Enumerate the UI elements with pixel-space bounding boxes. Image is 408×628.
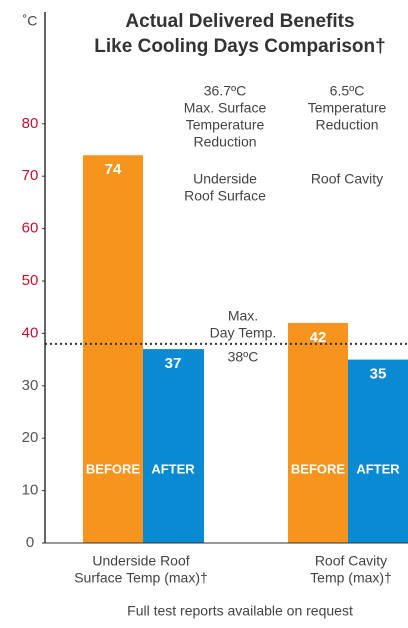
value-label: 42 xyxy=(310,329,327,346)
bar xyxy=(83,155,143,544)
value-label: 74 xyxy=(105,161,122,178)
chart-title: Actual Delivered Benefits xyxy=(125,11,354,32)
chart-title: Like Cooling Days Comparison† xyxy=(94,36,385,57)
reference-label: 38ºC xyxy=(228,349,259,365)
bar xyxy=(143,349,204,543)
x-tick-label: Roof Cavity xyxy=(315,553,387,569)
x-tick-label: Temp (max)† xyxy=(310,570,392,586)
series-label: BEFORE xyxy=(291,461,346,476)
footnote: Full test reports available on request xyxy=(127,603,353,619)
series-label: BEFORE xyxy=(86,461,141,476)
reference-label: Max. xyxy=(228,308,258,324)
y-tick-label: 0 xyxy=(26,534,34,551)
x-tick-label: Underside Roof xyxy=(92,553,189,569)
annotation: 6.5ºC xyxy=(330,83,365,99)
x-tick-label: Surface Temp (max)† xyxy=(74,570,208,586)
annotation: Roof Cavity xyxy=(311,171,383,187)
annotation: Underside xyxy=(193,171,257,187)
annotation: Reduction xyxy=(315,117,378,133)
series-label: AFTER xyxy=(356,461,400,476)
annotation: Max. Surface xyxy=(184,100,267,116)
annotation: Roof Surface xyxy=(184,188,266,204)
y-tick-label: 20 xyxy=(22,429,39,446)
y-tick-label: 50 xyxy=(22,272,39,289)
annotation: Temperature xyxy=(308,100,387,116)
y-tick-label: 80 xyxy=(22,115,39,132)
y-tick-label: 40 xyxy=(22,324,39,341)
bar xyxy=(288,322,348,543)
annotation: 36.7ºC xyxy=(204,83,246,99)
y-tick-label: 30 xyxy=(22,377,39,394)
y-tick-label: 10 xyxy=(22,482,39,499)
y-unit: ˚C xyxy=(23,13,38,29)
annotation: Reduction xyxy=(193,134,256,150)
series-label: AFTER xyxy=(151,461,195,476)
bar xyxy=(348,359,408,543)
value-label: 35 xyxy=(370,366,387,383)
annotation: Temperature xyxy=(186,117,265,133)
value-label: 37 xyxy=(165,355,182,372)
reference-label: Day Temp. xyxy=(210,325,277,341)
y-tick-label: 60 xyxy=(22,220,39,237)
y-tick-label: 70 xyxy=(22,167,39,184)
